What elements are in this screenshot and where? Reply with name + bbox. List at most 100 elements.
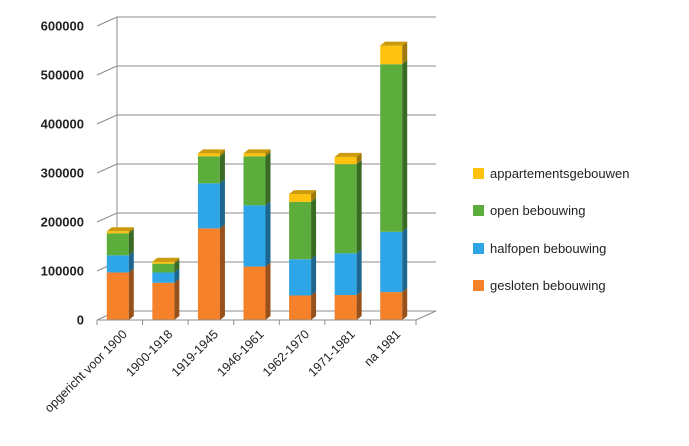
bars (106, 41, 408, 320)
bar-segment (106, 268, 134, 320)
bar-side (311, 190, 317, 202)
bar-side (219, 224, 225, 320)
bar-side (402, 41, 408, 65)
bar-segment (243, 152, 271, 206)
legend: appartementsgebouwen open bebouwing half… (473, 164, 630, 314)
bar-side (174, 278, 180, 320)
x-tick-label: na 1981 (361, 327, 403, 369)
bar-front (380, 45, 403, 65)
gridline-depth (96, 16, 118, 27)
bar-side (128, 251, 134, 273)
bar-segment (243, 262, 271, 320)
bar-top (289, 190, 317, 195)
bar-side (356, 291, 362, 320)
bar-side (402, 227, 408, 293)
bar-side (219, 179, 225, 229)
bar-segment (380, 41, 408, 65)
legend-label: gesloten bebouwing (490, 278, 606, 293)
y-tick-label: 100000 (41, 264, 84, 279)
bar-segment (197, 179, 225, 229)
bar-side (265, 149, 271, 157)
bar-front (197, 183, 220, 229)
bar-top (243, 149, 271, 154)
legend-label: open bebouwing (490, 203, 586, 218)
bar-segment (243, 149, 271, 157)
bar-side (174, 259, 180, 273)
bar-side (128, 227, 134, 234)
bar-front (243, 266, 266, 320)
bar-front (197, 153, 220, 157)
bar-front (152, 282, 175, 320)
legend-swatch (473, 167, 484, 179)
y-tick-label: 500000 (41, 68, 84, 83)
x-axis-depth-line (415, 310, 437, 321)
bar-front (152, 261, 175, 264)
bar-segment (152, 259, 180, 273)
bar-front (106, 233, 129, 256)
bar-side (311, 291, 317, 320)
y-tick-label: 0 (77, 313, 84, 328)
bar-segment (197, 149, 225, 157)
y-axis-tick-labels: 0 100000 200000 300000 400000 500000 600000 (41, 19, 84, 328)
bar-front (380, 231, 403, 293)
bar-segment (197, 224, 225, 320)
gridline-depth (96, 65, 118, 76)
x-axis-tick-labels: opgericht voor 19001900-19181919-1945194… (42, 327, 403, 415)
bar-front (380, 292, 403, 320)
bar-front (197, 228, 220, 320)
bar-side (174, 268, 180, 283)
gridline-depth (96, 212, 118, 223)
bar-top (152, 257, 180, 262)
x-tick-label: opgericht voor 1900 (42, 327, 130, 415)
bar-side (265, 262, 271, 320)
legend-item-open-bebouwing: open bebouwing (473, 202, 630, 220)
bar-front (243, 153, 266, 157)
bar-segment (106, 227, 134, 234)
bar-segment (334, 160, 362, 254)
bar-segment (334, 249, 362, 296)
bar-segment (289, 190, 317, 202)
legend-item-appartementsgebouwen: appartementsgebouwen (473, 164, 630, 182)
bar-top (380, 41, 408, 46)
bar-front (106, 255, 129, 273)
bar-front (289, 194, 312, 202)
y-tick-label: 200000 (41, 215, 84, 230)
legend-item-halfopen-bebouwing: halfopen bebouwing (473, 239, 630, 257)
bar-segment (289, 255, 317, 296)
bar-side (265, 201, 271, 267)
legend-swatch (473, 242, 484, 254)
bar-front (289, 259, 312, 296)
x-tick-label: 1946-1961 (214, 327, 266, 379)
legend-label: halfopen bebouwing (490, 240, 607, 256)
bar-top (197, 149, 225, 154)
y-tick-label: 400000 (41, 117, 84, 132)
bar-segment (289, 291, 317, 320)
bar-segment (106, 251, 134, 273)
bar-front (289, 295, 312, 320)
bar-segment (380, 227, 408, 293)
bar-segment (152, 278, 180, 320)
bar-front (152, 263, 175, 273)
bar-segment (334, 291, 362, 320)
bar-side (356, 249, 362, 296)
bar-front (152, 272, 175, 283)
x-tick-label: 1900-1918 (123, 327, 175, 379)
legend-label: appartementsgebouwen (490, 165, 630, 181)
y-tick-label: 300000 (41, 166, 84, 181)
bar-front (334, 156, 357, 165)
x-axis (96, 310, 437, 325)
bar-side (311, 197, 317, 260)
bar-side (402, 288, 408, 320)
bar-segment (380, 60, 408, 232)
bar-segment (334, 152, 362, 165)
bar-front (243, 156, 266, 206)
legend-swatch (473, 280, 484, 291)
bar-front (243, 205, 266, 267)
bar-segment (380, 288, 408, 320)
bar-front (334, 253, 357, 296)
y-tick-label: 600000 (41, 19, 84, 34)
bar-segment (152, 257, 180, 264)
legend-item-gesloten-bebouwing: gesloten bebouwing (473, 277, 630, 295)
bar-side (402, 60, 408, 232)
